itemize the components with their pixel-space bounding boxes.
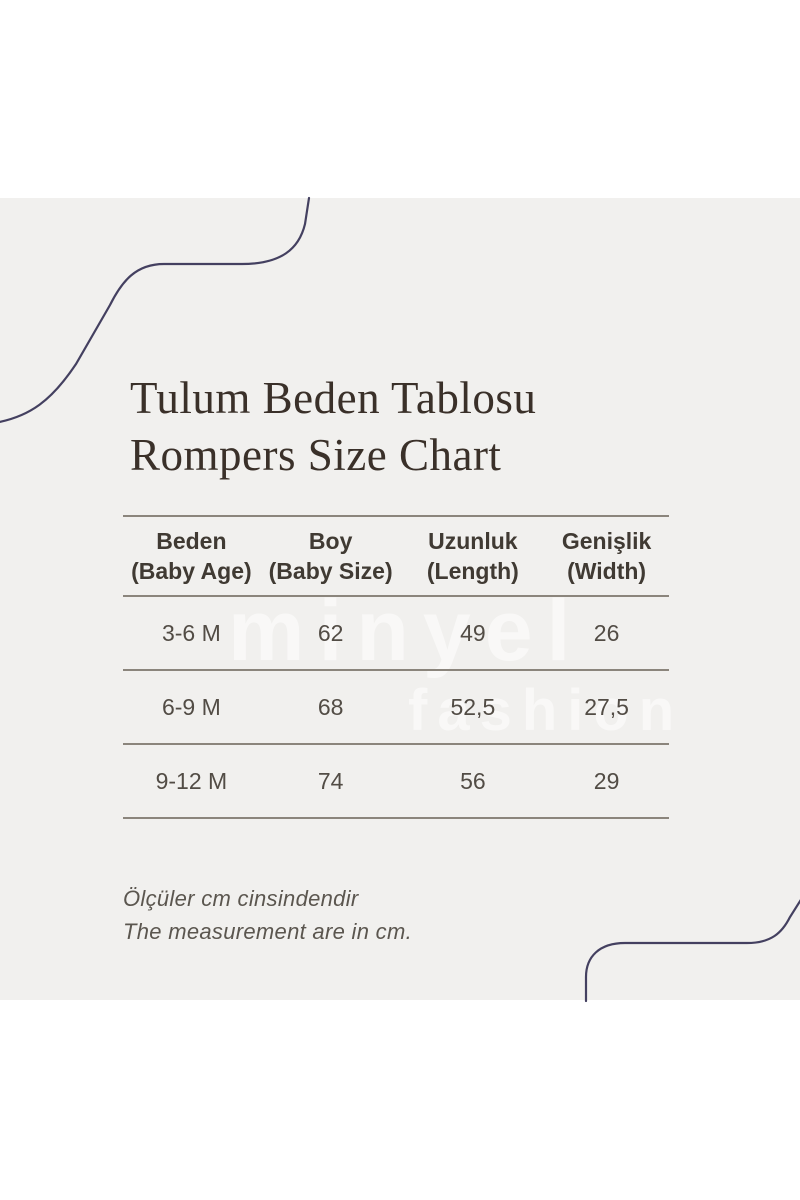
table-row: 3-6 M 62 49 26 [123,597,669,671]
title-line-english: Rompers Size Chart [130,430,502,480]
column-header-length: Uzunluk (Length) [402,526,545,586]
column-header-width: Genişlik (Width) [544,526,669,586]
note-line-turkish: Ölçüler cm cinsindendir [123,886,359,911]
table-row: 9-12 M 74 56 29 [123,745,669,819]
column-header-baby-age: Beden (Baby Age) [123,526,260,586]
cell-baby-size: 74 [317,768,344,794]
header-sublabel: (Baby Size) [268,558,393,584]
cell-baby-age: 9-12 M [155,768,228,794]
table-header-row: Beden (Baby Age) Boy (Baby Size) Uzunluk… [123,515,669,597]
cell-length: 49 [460,620,486,646]
cell-width: 26 [593,620,620,646]
cell-width: 29 [593,768,620,794]
header-label: Uzunluk [428,528,518,554]
cell-width: 27,5 [584,694,629,720]
header-sublabel: (Length) [426,558,519,584]
header-label: Genişlik [561,528,652,554]
cell-baby-size: 62 [317,620,344,646]
header-sublabel: (Width) [567,558,647,584]
cell-length: 52,5 [450,694,496,720]
cell-baby-age: 6-9 M [161,694,221,720]
note-line-english: The measurement are in cm. [123,919,413,944]
column-header-baby-size: Boy (Baby Size) [260,526,402,586]
table-row: 6-9 M 68 52,5 27,5 [123,671,669,745]
header-label: Beden [156,528,227,554]
cell-baby-age: 3-6 M [161,620,221,646]
size-table: Beden (Baby Age) Boy (Baby Size) Uzunluk… [123,515,669,819]
header-sublabel: (Baby Age) [131,558,252,584]
cell-length: 56 [460,768,486,794]
cell-baby-size: 68 [317,694,344,720]
title-line-turkish: Tulum Beden Tablosu [130,373,537,423]
page-title: Tulum Beden Tablosu Rompers Size Chart [130,370,536,484]
header-label: Boy [308,528,353,554]
measurement-note: Ölçüler cm cinsindendir The measurement … [123,882,412,948]
